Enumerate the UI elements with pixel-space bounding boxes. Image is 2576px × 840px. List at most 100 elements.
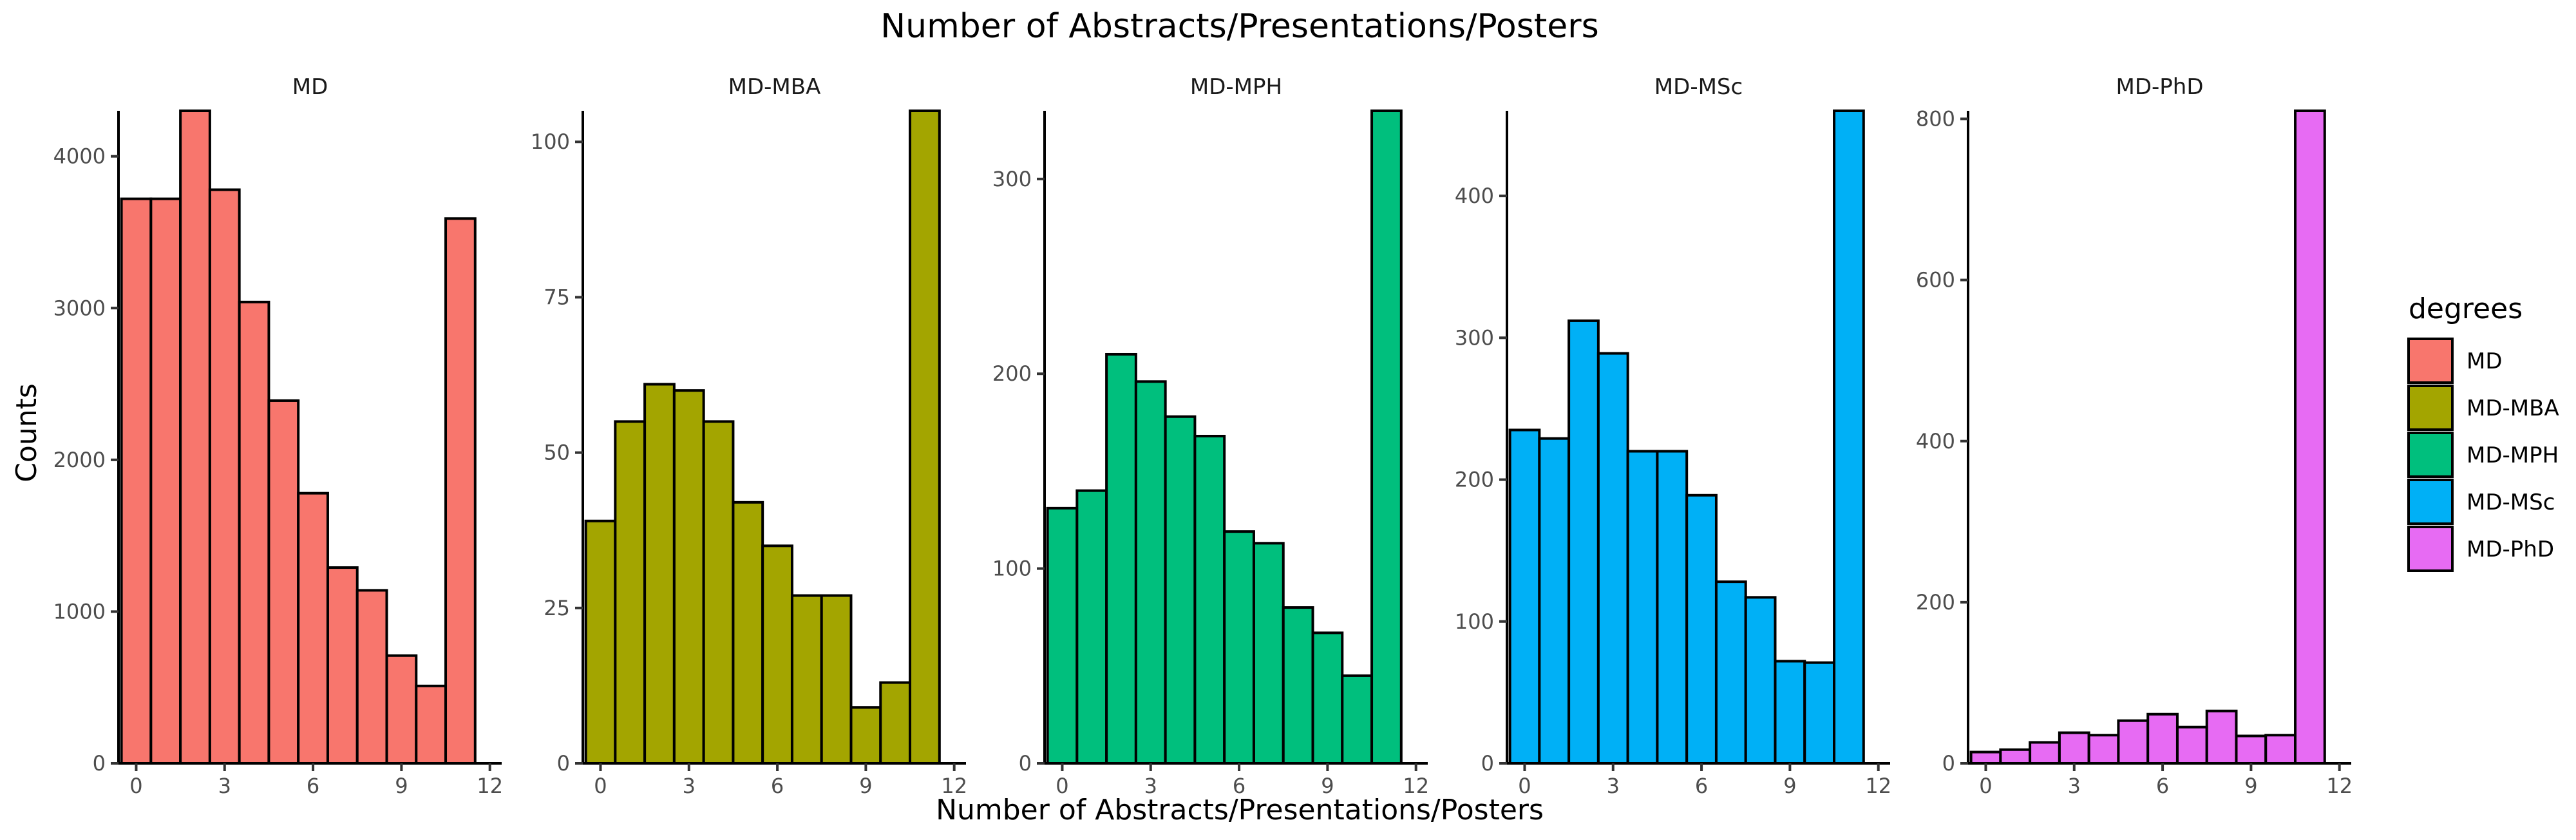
x-tick-label: 6: [307, 774, 319, 798]
y-tick-label: 0: [557, 751, 570, 776]
bar: [1311, 631, 1344, 765]
panel-strip-label: MD-MPH: [1190, 74, 1282, 100]
panel-strip-label: MD-MSc: [1654, 74, 1743, 100]
bar: [326, 566, 359, 765]
bar: [790, 594, 823, 765]
x-tick-label: 12: [2326, 774, 2353, 798]
bar: [120, 197, 153, 765]
bar: [1193, 434, 1226, 765]
x-tick-label: 3: [2068, 774, 2081, 798]
panel-md-msc: MD-MSc 0 100 200 300 400 0 3 6 9 12: [1455, 74, 1891, 798]
bar: [1046, 506, 1079, 765]
bar: [1164, 415, 1197, 765]
bar: [1341, 674, 1374, 765]
bar: [1744, 596, 1777, 765]
y-tick-label: 800: [1916, 107, 1955, 131]
bar: [444, 217, 477, 765]
legend-item-md-mph: MD-MPH: [2407, 432, 2559, 478]
bar: [355, 589, 388, 765]
y-tick-label: 200: [1916, 590, 1955, 615]
bar: [2087, 734, 2120, 765]
x-tick-label: 6: [771, 774, 784, 798]
x-tick-label: 0: [1056, 774, 1068, 798]
bar: [909, 110, 941, 765]
bar: [1774, 660, 1806, 765]
bar: [1685, 493, 1718, 765]
y-tick-label: 100: [531, 129, 570, 154]
legend: degrees MD MD-MBA MD-MPH MD-MSc MD-PhD: [2407, 292, 2559, 572]
bar: [584, 519, 617, 765]
panel-strip-label: MD: [292, 74, 328, 100]
bar: [415, 684, 448, 765]
bar: [2294, 110, 2326, 765]
y-tick-label: 400: [1455, 184, 1494, 208]
bar: [1567, 319, 1600, 765]
x-tick-label: 3: [218, 774, 231, 798]
bar: [149, 197, 182, 765]
legend-item-md-mba: MD-MBA: [2407, 385, 2559, 431]
bar: [1596, 352, 1629, 765]
panel-md-mph: MD-MPH 0 100 200 300 0 3 6 9 12: [992, 74, 1429, 798]
x-tick-label: 0: [1979, 774, 1992, 798]
x-axis-title: Number of Abstracts/Presentations/Poster…: [936, 794, 1544, 826]
bar: [2235, 734, 2268, 765]
bar: [1508, 428, 1541, 765]
bar: [1999, 748, 2032, 765]
x-tick-label: 12: [1865, 774, 1891, 798]
bar: [643, 383, 676, 765]
y-tick-label: 600: [1916, 268, 1955, 292]
bar: [208, 188, 241, 765]
y-tick-label: 1000: [53, 599, 106, 624]
bar: [1105, 352, 1137, 765]
bar: [1538, 437, 1571, 765]
panel-md-mba: MD-MBA 0 25 50 75 100 0 3 6 9 12: [531, 74, 967, 798]
x-tick-label: 0: [594, 774, 607, 798]
legend-label: MD: [2467, 348, 2503, 374]
x-tick-label: 6: [1695, 774, 1708, 798]
y-tick-label: 2000: [53, 448, 106, 472]
panel-strip-label: MD-MBA: [728, 74, 821, 100]
legend-label: MD-MBA: [2467, 396, 2559, 421]
bar: [385, 654, 418, 765]
bar: [2058, 731, 2090, 765]
bar: [672, 389, 705, 765]
bar: [1969, 750, 2002, 765]
legend-swatch: [2407, 479, 2454, 525]
chart-title: Number of Abstracts/Presentations/Poster…: [880, 7, 1598, 46]
legend-swatch: [2407, 338, 2454, 384]
y-tick-label: 100: [1455, 609, 1494, 634]
bar: [1626, 450, 1659, 765]
bar: [849, 706, 882, 765]
bar: [1803, 661, 1836, 765]
bar: [1075, 489, 1108, 765]
bar: [2117, 719, 2150, 765]
x-tick-label: 0: [1518, 774, 1531, 798]
bar: [1223, 530, 1255, 765]
y-axis-title: Counts: [10, 383, 43, 482]
y-tick-label: 100: [992, 557, 1032, 581]
bar: [820, 594, 853, 765]
y-tick-label: 3000: [53, 296, 106, 320]
x-tick-label: 3: [683, 774, 696, 798]
bar: [267, 399, 300, 765]
bar: [2264, 734, 2297, 765]
panel-strip-label: MD-PhD: [2116, 74, 2203, 100]
y-tick-label: 0: [1019, 751, 1032, 776]
legend-label: MD-MPH: [2467, 443, 2559, 468]
bar: [2205, 709, 2238, 765]
legend-swatch: [2407, 526, 2454, 572]
bar: [702, 420, 735, 765]
legend-item-md: MD: [2407, 338, 2503, 384]
bar: [238, 300, 270, 765]
x-tick-label: 3: [1144, 774, 1157, 798]
legend-swatch: [2407, 432, 2454, 478]
bar: [761, 544, 793, 765]
x-tick-label: 12: [941, 774, 967, 798]
x-tick-label: 0: [129, 774, 142, 798]
x-tick-label: 9: [1783, 774, 1796, 798]
y-tick-label: 0: [93, 751, 106, 776]
x-tick-label: 3: [1607, 774, 1620, 798]
